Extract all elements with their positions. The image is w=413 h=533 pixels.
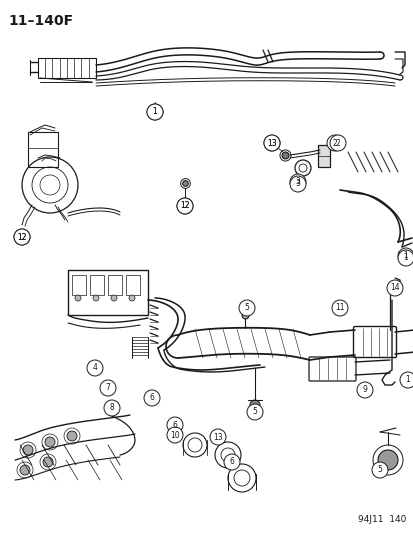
Circle shape bbox=[93, 295, 99, 301]
Text: 13: 13 bbox=[213, 432, 222, 441]
Text: 6: 6 bbox=[149, 393, 154, 402]
Bar bbox=[90, 275, 104, 295]
Circle shape bbox=[289, 174, 305, 190]
Circle shape bbox=[263, 135, 279, 151]
Text: 1: 1 bbox=[403, 254, 407, 262]
Circle shape bbox=[326, 135, 342, 151]
Circle shape bbox=[147, 104, 163, 120]
Text: 1: 1 bbox=[152, 108, 157, 117]
Bar bbox=[38, 58, 96, 78]
Text: 13: 13 bbox=[266, 139, 276, 148]
Bar bbox=[72, 275, 86, 295]
Circle shape bbox=[144, 390, 159, 406]
Text: 9: 9 bbox=[362, 385, 367, 394]
Text: 1: 1 bbox=[403, 252, 407, 261]
Circle shape bbox=[386, 280, 402, 296]
Circle shape bbox=[129, 295, 135, 301]
Text: 10: 10 bbox=[170, 431, 179, 440]
Circle shape bbox=[238, 300, 254, 316]
Bar bbox=[108, 275, 122, 295]
Circle shape bbox=[399, 372, 413, 388]
Text: 12: 12 bbox=[17, 232, 27, 241]
Text: 14: 14 bbox=[389, 284, 399, 293]
Circle shape bbox=[14, 229, 30, 245]
Circle shape bbox=[289, 176, 305, 192]
Circle shape bbox=[45, 437, 55, 447]
Circle shape bbox=[397, 248, 413, 264]
Circle shape bbox=[147, 104, 163, 120]
Text: 12: 12 bbox=[17, 232, 27, 241]
Circle shape bbox=[247, 404, 262, 420]
Circle shape bbox=[43, 457, 53, 467]
Text: 5: 5 bbox=[252, 408, 257, 416]
Circle shape bbox=[331, 300, 347, 316]
Text: 5: 5 bbox=[377, 465, 382, 474]
Circle shape bbox=[75, 295, 81, 301]
Circle shape bbox=[177, 198, 192, 214]
Circle shape bbox=[87, 360, 103, 376]
Circle shape bbox=[397, 250, 413, 266]
Text: 11: 11 bbox=[335, 303, 344, 312]
Bar bbox=[126, 275, 140, 295]
Circle shape bbox=[166, 417, 183, 433]
Text: 4: 4 bbox=[93, 364, 97, 373]
Text: 1: 1 bbox=[405, 376, 409, 384]
Text: 8: 8 bbox=[109, 403, 114, 413]
Bar bbox=[68, 270, 147, 315]
Circle shape bbox=[104, 400, 120, 416]
Circle shape bbox=[209, 429, 225, 445]
Text: 6: 6 bbox=[229, 457, 234, 466]
Text: 3: 3 bbox=[295, 180, 300, 189]
Circle shape bbox=[249, 400, 259, 410]
Text: 6: 6 bbox=[172, 421, 177, 430]
Circle shape bbox=[223, 454, 240, 470]
Circle shape bbox=[356, 382, 372, 398]
Text: 1: 1 bbox=[152, 108, 157, 117]
Bar bbox=[28, 132, 58, 167]
Circle shape bbox=[23, 445, 33, 455]
Circle shape bbox=[14, 229, 30, 245]
Circle shape bbox=[166, 427, 183, 443]
Text: 3: 3 bbox=[295, 177, 300, 187]
Circle shape bbox=[377, 450, 397, 470]
Text: 5: 5 bbox=[244, 303, 249, 312]
Circle shape bbox=[177, 198, 192, 214]
Text: 2: 2 bbox=[332, 139, 337, 148]
Text: 12: 12 bbox=[180, 201, 189, 211]
Circle shape bbox=[20, 465, 30, 475]
Text: 12: 12 bbox=[180, 201, 189, 211]
Circle shape bbox=[371, 462, 387, 478]
Circle shape bbox=[100, 380, 116, 396]
Bar bbox=[317, 145, 329, 167]
Text: 13: 13 bbox=[266, 139, 276, 148]
Text: 2: 2 bbox=[335, 139, 339, 148]
Circle shape bbox=[329, 135, 345, 151]
Text: 94J11  140: 94J11 140 bbox=[357, 515, 405, 524]
Circle shape bbox=[263, 135, 279, 151]
Text: 11–140F: 11–140F bbox=[8, 14, 73, 28]
Circle shape bbox=[111, 295, 117, 301]
Circle shape bbox=[67, 431, 77, 441]
Text: 7: 7 bbox=[105, 384, 110, 392]
